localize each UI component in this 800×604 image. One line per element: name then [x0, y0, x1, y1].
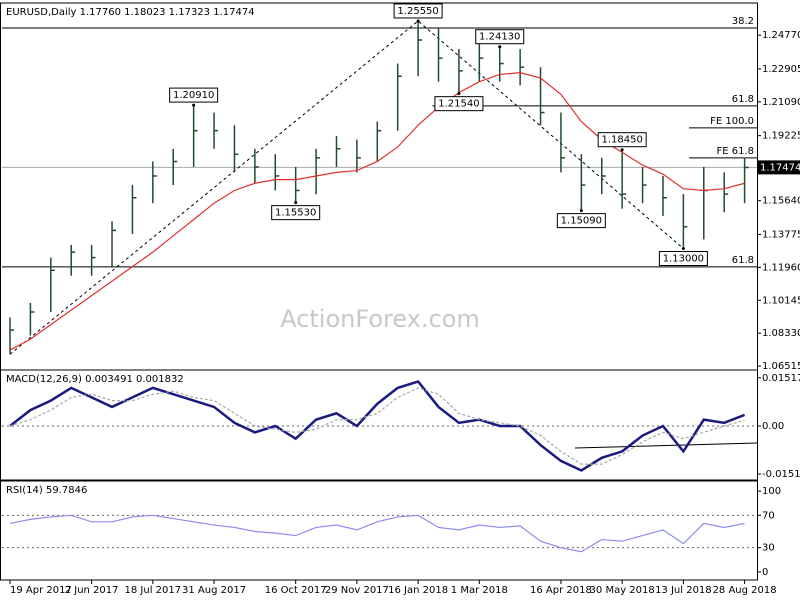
x-tick-label: 18 Jul 2017 [125, 585, 182, 596]
x-tick-label: 1 Mar 2018 [451, 585, 508, 596]
swing-label: 1.24130 [479, 32, 520, 43]
y-tick-label: 0 [762, 567, 768, 578]
swing-point [192, 103, 196, 107]
swing-label: 1.20910 [173, 90, 214, 101]
y-tick-label: 1.21090 [762, 97, 800, 108]
swing-point [498, 45, 502, 49]
y-tick-label: 100 [762, 486, 781, 497]
y-tick-label: 1.13775 [762, 229, 800, 240]
swing-label: 1.15530 [275, 208, 316, 219]
y-tick-label: -0.015109 [762, 469, 800, 480]
x-tick-label: 29 Nov 2017 [325, 585, 389, 596]
watermark: ActionForex.com [280, 305, 480, 333]
swing-label: 1.18450 [601, 135, 642, 146]
swing-point [416, 19, 420, 23]
swing-label: 1.15090 [561, 216, 602, 227]
level-label: FE 61.8 [716, 146, 754, 157]
series-line [9, 380, 746, 472]
x-tick-label: 28 Aug 2018 [713, 585, 777, 596]
x-tick-label: 16 Jan 2018 [388, 585, 448, 596]
panel-title: MACD(12,26,9) 0.003491 0.001832 [6, 374, 184, 385]
swing-label: 1.13000 [663, 254, 704, 265]
y-tick-label: 1.19225 [762, 131, 800, 142]
y-tick-label: 0.015176 [762, 373, 800, 384]
x-tick-label: 2 Jun 2017 [65, 585, 119, 596]
macd-trendline [574, 442, 758, 449]
swing-box [169, 87, 219, 103]
panel-frame [0, 369, 758, 481]
panel-frame [0, 480, 758, 581]
swing-point [620, 148, 624, 152]
panel-title: EURUSD,Daily 1.17760 1.18023 1.17323 1.1… [6, 7, 255, 18]
swing-box [475, 29, 525, 45]
x-tick-label: 13 Jul 2018 [655, 585, 712, 596]
swing-point [681, 247, 685, 251]
x-tick-label: 30 May 2018 [590, 585, 655, 596]
swing-box [434, 96, 484, 112]
y-tick-label: 1.06515 [762, 361, 800, 372]
swing-point [294, 201, 298, 205]
y-tick-label: 1.24770 [762, 30, 800, 41]
series-line [9, 72, 745, 351]
level-label: 38.2 [732, 16, 754, 27]
x-tick-label: 16 Oct 2017 [265, 585, 327, 596]
last-price-box [757, 160, 800, 175]
y-tick-label: 1.10145 [762, 295, 800, 306]
y-tick-label: 70 [762, 510, 775, 521]
x-tick-label: 31 Aug 2017 [182, 585, 246, 596]
x-tick-label: 16 Apr 2018 [530, 585, 592, 596]
level-label: 61.8 [732, 94, 754, 105]
swing-box [556, 213, 606, 229]
swing-box [393, 3, 443, 19]
y-tick-label: 1.15640 [762, 196, 800, 207]
swing-point [579, 209, 583, 213]
swing-box [271, 205, 321, 221]
last-price-label: 1.17474 [760, 162, 800, 173]
y-tick-label: 0.00 [762, 421, 784, 432]
y-tick-label: 30 [762, 543, 775, 554]
trend-dash [9, 20, 684, 355]
level-label: FE 100.0 [710, 116, 754, 127]
y-tick-label: 1.22905 [762, 64, 800, 75]
swing-box [597, 132, 647, 148]
level-label: 61.8 [732, 255, 754, 266]
y-tick-label: 1.11960 [762, 262, 800, 273]
swing-label: 1.21540 [438, 99, 479, 110]
y-tick-label: 1.08330 [762, 328, 800, 339]
swing-point [457, 92, 461, 96]
panel-title: RSI(14) 59.7846 [6, 485, 87, 496]
x-tick-label: 19 Apr 2017 [10, 585, 72, 596]
swing-box [658, 251, 708, 267]
swing-label: 1.25550 [397, 6, 438, 17]
series-line [9, 514, 745, 553]
series-line [9, 387, 745, 465]
